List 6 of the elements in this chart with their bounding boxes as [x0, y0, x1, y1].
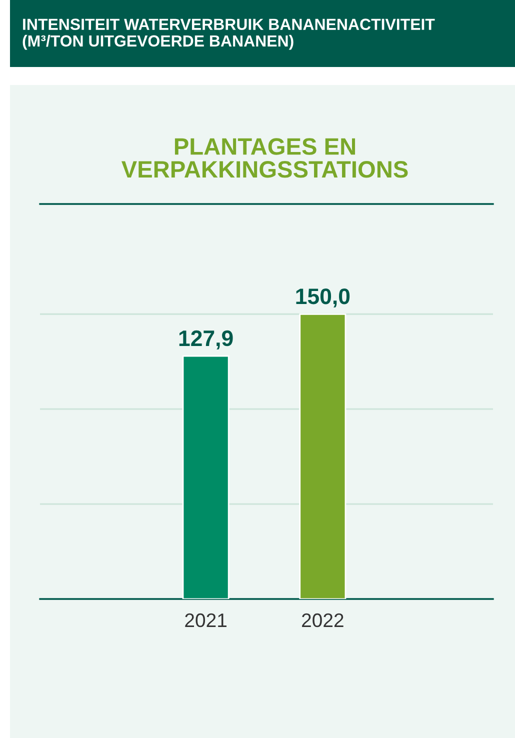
chart-subtitle: PLANTAGES EN VERPAKKINGSSTATIONS [122, 138, 408, 178]
data-label: 150,0 [296, 288, 350, 308]
x-tick-label: 2022 [302, 613, 344, 628]
x-tick-label: 2021 [185, 613, 226, 628]
data-label: 127,9 [179, 330, 233, 350]
chart-title: INTENSITEIT WATERVERBRUIK BANANENACTIVITEIT (M³/TON UITGEVOERDE BANANEN) [22, 18, 435, 50]
